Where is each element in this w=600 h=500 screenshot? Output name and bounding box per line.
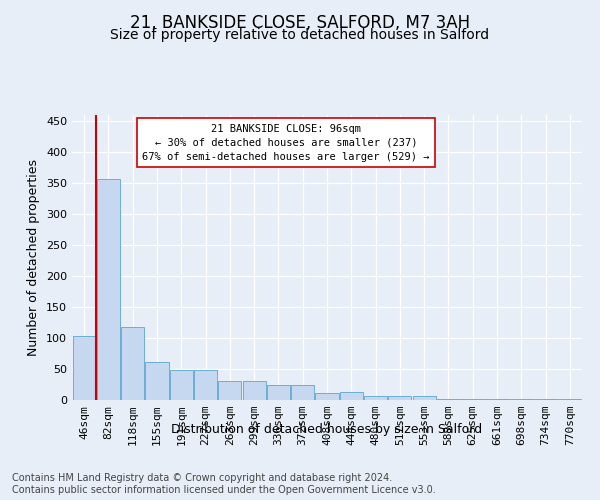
Text: 21, BANKSIDE CLOSE, SALFORD, M7 3AH: 21, BANKSIDE CLOSE, SALFORD, M7 3AH xyxy=(130,14,470,32)
Y-axis label: Number of detached properties: Number of detached properties xyxy=(28,159,40,356)
Bar xyxy=(413,396,436,400)
Bar xyxy=(437,399,460,400)
Text: 21 BANKSIDE CLOSE: 96sqm
← 30% of detached houses are smaller (237)
67% of semi-: 21 BANKSIDE CLOSE: 96sqm ← 30% of detach… xyxy=(142,124,430,162)
Bar xyxy=(364,396,387,400)
Bar xyxy=(340,392,363,400)
Text: Contains HM Land Registry data © Crown copyright and database right 2024.
Contai: Contains HM Land Registry data © Crown c… xyxy=(12,474,436,495)
Bar xyxy=(145,362,169,400)
Bar xyxy=(121,327,144,400)
Bar xyxy=(388,396,412,400)
Bar xyxy=(485,399,509,400)
Bar xyxy=(170,370,193,400)
Bar xyxy=(291,384,314,400)
Bar xyxy=(316,393,338,400)
Bar xyxy=(510,399,533,400)
Bar xyxy=(534,399,557,400)
Bar xyxy=(194,370,217,400)
Bar xyxy=(461,399,484,400)
Bar xyxy=(97,180,120,400)
Text: Distribution of detached houses by size in Salford: Distribution of detached houses by size … xyxy=(172,422,482,436)
Bar xyxy=(559,399,581,400)
Bar xyxy=(267,384,290,400)
Bar xyxy=(73,336,95,400)
Bar xyxy=(242,382,266,400)
Text: Size of property relative to detached houses in Salford: Size of property relative to detached ho… xyxy=(110,28,490,42)
Bar xyxy=(218,382,241,400)
